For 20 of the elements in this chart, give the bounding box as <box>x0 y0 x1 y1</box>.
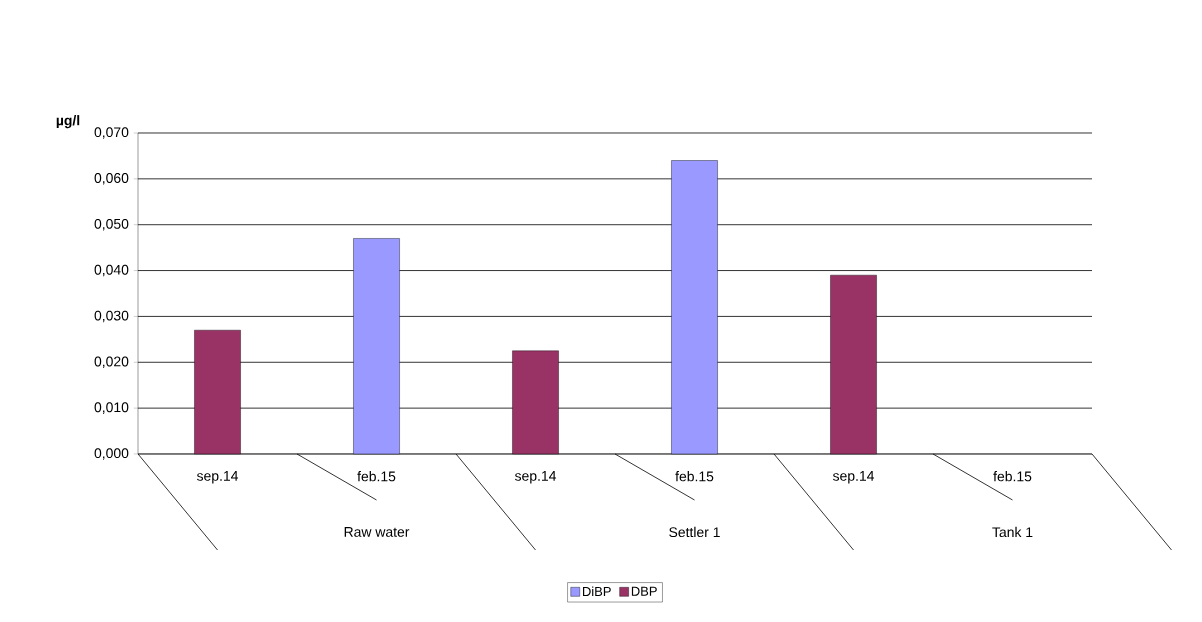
y-tick-label: 0,050 <box>94 218 129 231</box>
y-tick-label: 0,000 <box>94 448 129 460</box>
y-tick-label: 0,020 <box>94 356 129 369</box>
y-tick-label: 0,070 <box>94 127 129 139</box>
text: Tank 1 <box>992 526 1033 538</box>
text: Raw water <box>344 527 410 537</box>
x-tick-label: feb.15 <box>357 471 396 482</box>
y-tick-label: 0,060 <box>94 173 129 185</box>
legend-label: DBP <box>631 586 657 596</box>
legend-label: DiBP <box>583 586 611 596</box>
x-tick-label: sep.14 <box>196 471 239 484</box>
x-tick-label: sep.14 <box>832 471 875 484</box>
y-tick-label: 0,030 <box>94 310 129 323</box>
x-tick-label: feb.15 <box>675 471 714 482</box>
x-tick-label: feb.15 <box>993 471 1032 482</box>
x-tick-label: sep.14 <box>514 471 557 484</box>
y-axis-title: µg/l <box>56 115 80 129</box>
text: Settler 1 <box>669 526 720 538</box>
y-tick-label: 0,010 <box>94 402 129 414</box>
y-tick-label: 0,040 <box>94 264 129 277</box>
